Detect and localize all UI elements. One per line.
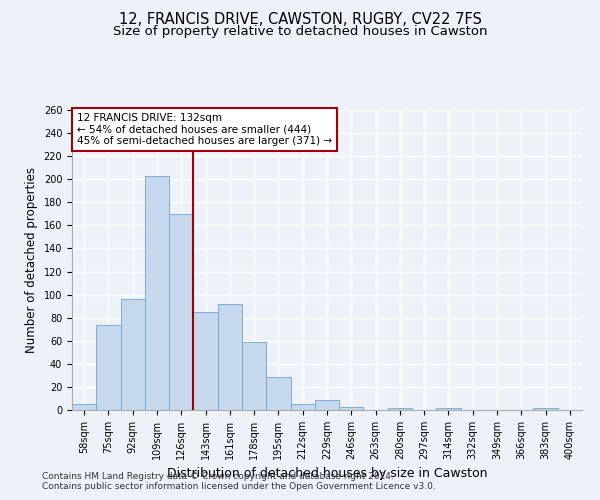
Bar [145, 176, 169, 410]
Bar [242, 342, 266, 410]
Bar [339, 406, 364, 410]
Text: Contains HM Land Registry data © Crown copyright and database right 2024.: Contains HM Land Registry data © Crown c… [42, 472, 394, 481]
Bar [388, 408, 412, 410]
Bar [121, 299, 145, 410]
Text: 12 FRANCIS DRIVE: 132sqm
← 54% of detached houses are smaller (444)
45% of semi-: 12 FRANCIS DRIVE: 132sqm ← 54% of detach… [77, 113, 332, 146]
Bar [436, 408, 461, 410]
Y-axis label: Number of detached properties: Number of detached properties [25, 167, 38, 353]
Text: Size of property relative to detached houses in Cawston: Size of property relative to detached ho… [113, 25, 487, 38]
Bar [315, 400, 339, 410]
Text: 12, FRANCIS DRIVE, CAWSTON, RUGBY, CV22 7FS: 12, FRANCIS DRIVE, CAWSTON, RUGBY, CV22 … [119, 12, 481, 28]
Bar [193, 312, 218, 410]
Bar [218, 304, 242, 410]
Bar [72, 404, 96, 410]
Bar [533, 408, 558, 410]
Bar [96, 324, 121, 410]
Bar [266, 376, 290, 410]
Bar [169, 214, 193, 410]
Bar [290, 404, 315, 410]
Text: Contains public sector information licensed under the Open Government Licence v3: Contains public sector information licen… [42, 482, 436, 491]
X-axis label: Distribution of detached houses by size in Cawston: Distribution of detached houses by size … [167, 468, 487, 480]
